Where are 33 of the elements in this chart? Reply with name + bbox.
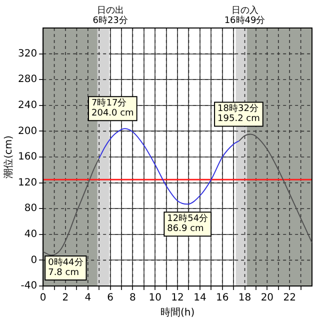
annotation: 18時32分 195.2 cm xyxy=(218,103,260,124)
y-tick-label: 40 xyxy=(24,228,38,240)
y-tick-label: 280 xyxy=(18,74,38,86)
x-tick-label: 0 xyxy=(40,292,46,304)
y-tick-label: 0 xyxy=(30,254,38,266)
y-tick-label: 240 xyxy=(18,100,38,111)
line-series xyxy=(238,134,312,244)
y-tick-label: 320 xyxy=(18,48,38,60)
x-tick-label: 6 xyxy=(107,292,114,304)
y-tick-label: 120 xyxy=(18,177,38,188)
annotation: 12時54分 86.9 cm xyxy=(167,212,208,234)
x-tick-label: 22 xyxy=(283,292,296,304)
line-series xyxy=(43,158,100,256)
x-tick-label: 10 xyxy=(148,292,162,304)
annotation: 7時17分 204.0 cm xyxy=(91,97,134,118)
x-tick-label: 2 xyxy=(62,292,69,304)
y-tick-label: 160 xyxy=(18,152,38,163)
x-tick-label: 18 xyxy=(238,292,252,304)
annotation: 0時44分 7.8 cm xyxy=(48,256,84,278)
x-tick-label: 16 xyxy=(216,292,229,304)
x-axis-title: 時間(h) xyxy=(160,306,195,319)
y-tick-label: -40 xyxy=(20,280,38,292)
x-tick-label: 20 xyxy=(260,292,274,304)
y-tick-label: 80 xyxy=(24,203,38,214)
y-tick-label: 200 xyxy=(18,126,38,137)
text: 日の出 6時23分 xyxy=(92,4,128,26)
y-axis-title: 潮位(cm) xyxy=(2,135,15,179)
x-tick-label: 14 xyxy=(194,292,206,304)
line-series xyxy=(98,128,240,205)
x-tick-label: 4 xyxy=(84,292,92,304)
x-tick-label: 12 xyxy=(171,292,184,304)
text: 日の入 16時49分 xyxy=(224,4,266,26)
x-tick-label: 8 xyxy=(130,292,136,304)
